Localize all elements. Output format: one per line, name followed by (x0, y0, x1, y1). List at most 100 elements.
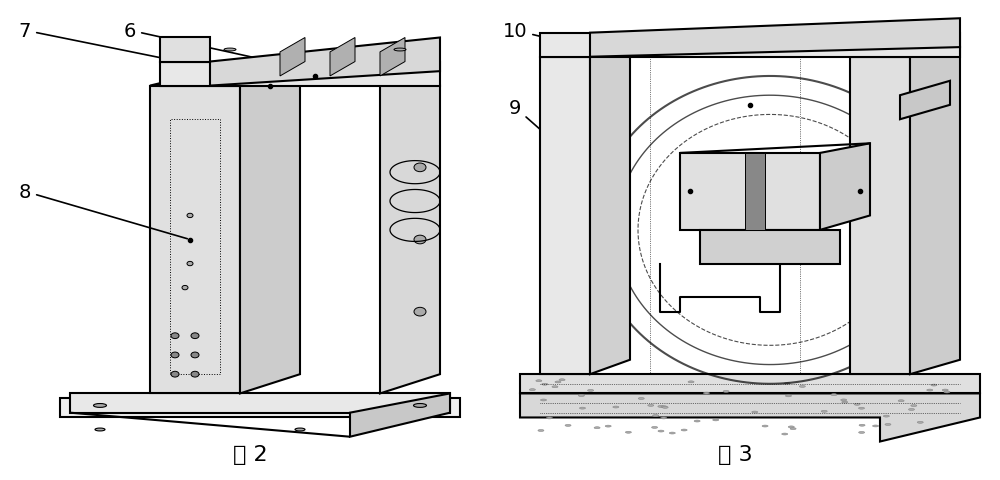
Ellipse shape (171, 372, 179, 377)
Ellipse shape (752, 411, 758, 413)
Ellipse shape (529, 389, 535, 391)
Ellipse shape (831, 394, 837, 396)
Ellipse shape (536, 380, 542, 382)
Ellipse shape (538, 430, 544, 432)
Ellipse shape (898, 400, 904, 402)
Polygon shape (70, 394, 450, 413)
Ellipse shape (713, 419, 719, 421)
Polygon shape (590, 48, 630, 374)
Ellipse shape (295, 428, 305, 431)
Ellipse shape (785, 395, 791, 397)
Ellipse shape (565, 424, 571, 426)
Ellipse shape (594, 427, 600, 429)
Polygon shape (150, 72, 300, 86)
Ellipse shape (414, 308, 426, 316)
Polygon shape (900, 82, 950, 120)
Ellipse shape (191, 333, 199, 339)
Text: 7: 7 (19, 22, 212, 69)
Ellipse shape (555, 381, 561, 383)
Polygon shape (380, 86, 440, 394)
Ellipse shape (648, 405, 654, 407)
Polygon shape (210, 38, 440, 86)
Ellipse shape (927, 389, 933, 391)
Ellipse shape (588, 390, 594, 392)
Ellipse shape (723, 391, 729, 393)
Ellipse shape (841, 399, 847, 401)
Ellipse shape (911, 405, 917, 407)
Ellipse shape (171, 352, 179, 358)
Ellipse shape (942, 389, 948, 391)
Ellipse shape (688, 381, 694, 383)
Ellipse shape (414, 164, 426, 172)
Polygon shape (330, 38, 355, 77)
Ellipse shape (859, 424, 865, 426)
Ellipse shape (187, 262, 193, 266)
Ellipse shape (909, 408, 915, 410)
Polygon shape (700, 230, 840, 264)
Ellipse shape (171, 333, 179, 339)
Ellipse shape (638, 397, 644, 399)
Text: 6: 6 (124, 22, 302, 69)
Ellipse shape (931, 384, 937, 386)
Polygon shape (160, 62, 440, 86)
Text: 图 3: 图 3 (718, 444, 752, 464)
Polygon shape (60, 398, 460, 418)
Ellipse shape (187, 214, 193, 218)
Ellipse shape (414, 236, 426, 244)
Polygon shape (70, 413, 350, 437)
Ellipse shape (559, 379, 565, 381)
Ellipse shape (661, 417, 667, 419)
Ellipse shape (652, 427, 658, 429)
Polygon shape (240, 72, 300, 394)
Ellipse shape (541, 399, 547, 401)
Ellipse shape (788, 426, 794, 428)
Ellipse shape (854, 404, 860, 406)
Ellipse shape (883, 415, 889, 417)
Polygon shape (910, 48, 960, 374)
Polygon shape (590, 19, 960, 58)
Ellipse shape (578, 395, 584, 396)
Polygon shape (520, 394, 980, 442)
Text: 12: 12 (872, 98, 937, 161)
Ellipse shape (821, 410, 827, 412)
Ellipse shape (694, 420, 700, 422)
Polygon shape (520, 374, 980, 394)
Polygon shape (745, 154, 765, 230)
Ellipse shape (885, 424, 891, 426)
Ellipse shape (94, 404, 106, 408)
Ellipse shape (703, 392, 709, 394)
Ellipse shape (669, 432, 675, 434)
Ellipse shape (224, 49, 236, 52)
Ellipse shape (191, 352, 199, 358)
Ellipse shape (661, 406, 667, 408)
Ellipse shape (579, 408, 585, 409)
Ellipse shape (944, 391, 950, 393)
Ellipse shape (605, 425, 611, 427)
Ellipse shape (842, 401, 848, 403)
Polygon shape (150, 86, 240, 394)
Text: 10: 10 (503, 22, 562, 43)
Ellipse shape (394, 49, 406, 52)
Text: 8: 8 (19, 182, 187, 239)
Polygon shape (350, 394, 450, 437)
Ellipse shape (790, 428, 796, 430)
Ellipse shape (546, 417, 552, 419)
Polygon shape (820, 144, 870, 230)
Ellipse shape (662, 407, 668, 408)
Ellipse shape (859, 432, 865, 433)
Ellipse shape (552, 386, 558, 388)
Polygon shape (540, 58, 590, 374)
Polygon shape (380, 38, 405, 77)
Ellipse shape (613, 406, 619, 408)
Polygon shape (680, 154, 820, 230)
Polygon shape (280, 38, 305, 77)
Text: 图 2: 图 2 (233, 444, 267, 464)
Ellipse shape (658, 430, 664, 432)
Ellipse shape (681, 429, 687, 431)
Ellipse shape (917, 421, 923, 423)
Text: 11: 11 (882, 22, 937, 84)
Ellipse shape (799, 385, 805, 387)
Ellipse shape (414, 404, 426, 408)
Ellipse shape (762, 425, 768, 427)
Polygon shape (850, 58, 910, 374)
